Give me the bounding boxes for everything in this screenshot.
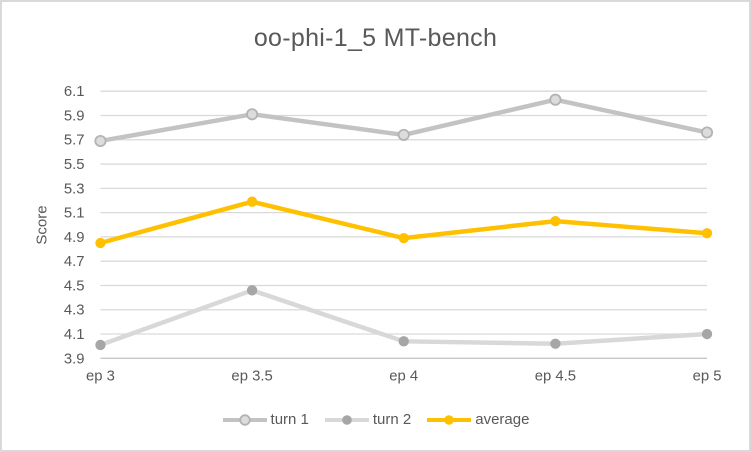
- data-point-turn-1: [94, 134, 107, 148]
- legend-label-turn-1: turn 1: [270, 411, 309, 428]
- data-point-average: [246, 196, 258, 207]
- legend: turn 1 turn 2 average: [2, 411, 749, 428]
- data-point-turn-2: [95, 339, 106, 351]
- y-tick-label: 4.9: [64, 230, 85, 246]
- legend-item-turn-2: turn 2: [324, 411, 411, 428]
- legend-label-average: average: [475, 411, 530, 428]
- data-point-turn-1: [700, 126, 714, 139]
- y-tick-label: 5.3: [64, 181, 85, 197]
- y-tick-label: 5.5: [64, 157, 85, 173]
- x-tick-label: ep 5: [693, 369, 722, 385]
- data-point-turn-2: [550, 338, 561, 349]
- y-tick-label: 4.5: [64, 278, 85, 294]
- data-point-turn-2: [246, 285, 258, 296]
- legend-marker: [342, 414, 352, 425]
- data-point-turn-1: [246, 108, 259, 121]
- y-tick-label: 4.7: [64, 254, 85, 270]
- y-tick-label: 5.7: [64, 133, 85, 149]
- y-tick-label: 4.1: [64, 327, 85, 343]
- y-tick-label: 4.3: [64, 303, 85, 319]
- data-point-turn-1: [549, 93, 562, 106]
- y-tick-label: 5.9: [64, 108, 85, 124]
- legend-swatch-average-icon: [427, 414, 472, 425]
- legend-item-turn-1: turn 1: [222, 411, 309, 428]
- legend-marker: [444, 414, 455, 425]
- legend-label-turn-2: turn 2: [372, 411, 412, 428]
- legend-swatch-turn-2-icon: [324, 414, 369, 425]
- x-tick-label: ep 3.5: [231, 369, 272, 385]
- chart-title: oo-phi-1_5 MT-bench: [253, 24, 498, 52]
- x-tick-label: ep 4.5: [535, 369, 576, 385]
- data-point-average: [398, 232, 409, 244]
- y-tick-label: 3.9: [64, 351, 85, 367]
- y-tick-label: 6.1: [64, 84, 85, 100]
- legend-marker: [238, 413, 251, 426]
- x-tick-label: ep 3: [86, 369, 115, 385]
- x-tick-label: ep 4: [389, 369, 418, 385]
- legend-swatch-turn-1-icon: [222, 413, 267, 426]
- data-point-average: [701, 228, 713, 239]
- data-point-turn-2: [398, 336, 409, 347]
- data-point-turn-2: [701, 328, 713, 340]
- data-point-average: [550, 215, 561, 227]
- y-tick-label: 5.1: [64, 206, 85, 222]
- legend-item-average: average: [426, 411, 529, 428]
- data-point-turn-1: [397, 128, 410, 141]
- data-point-average: [95, 237, 106, 249]
